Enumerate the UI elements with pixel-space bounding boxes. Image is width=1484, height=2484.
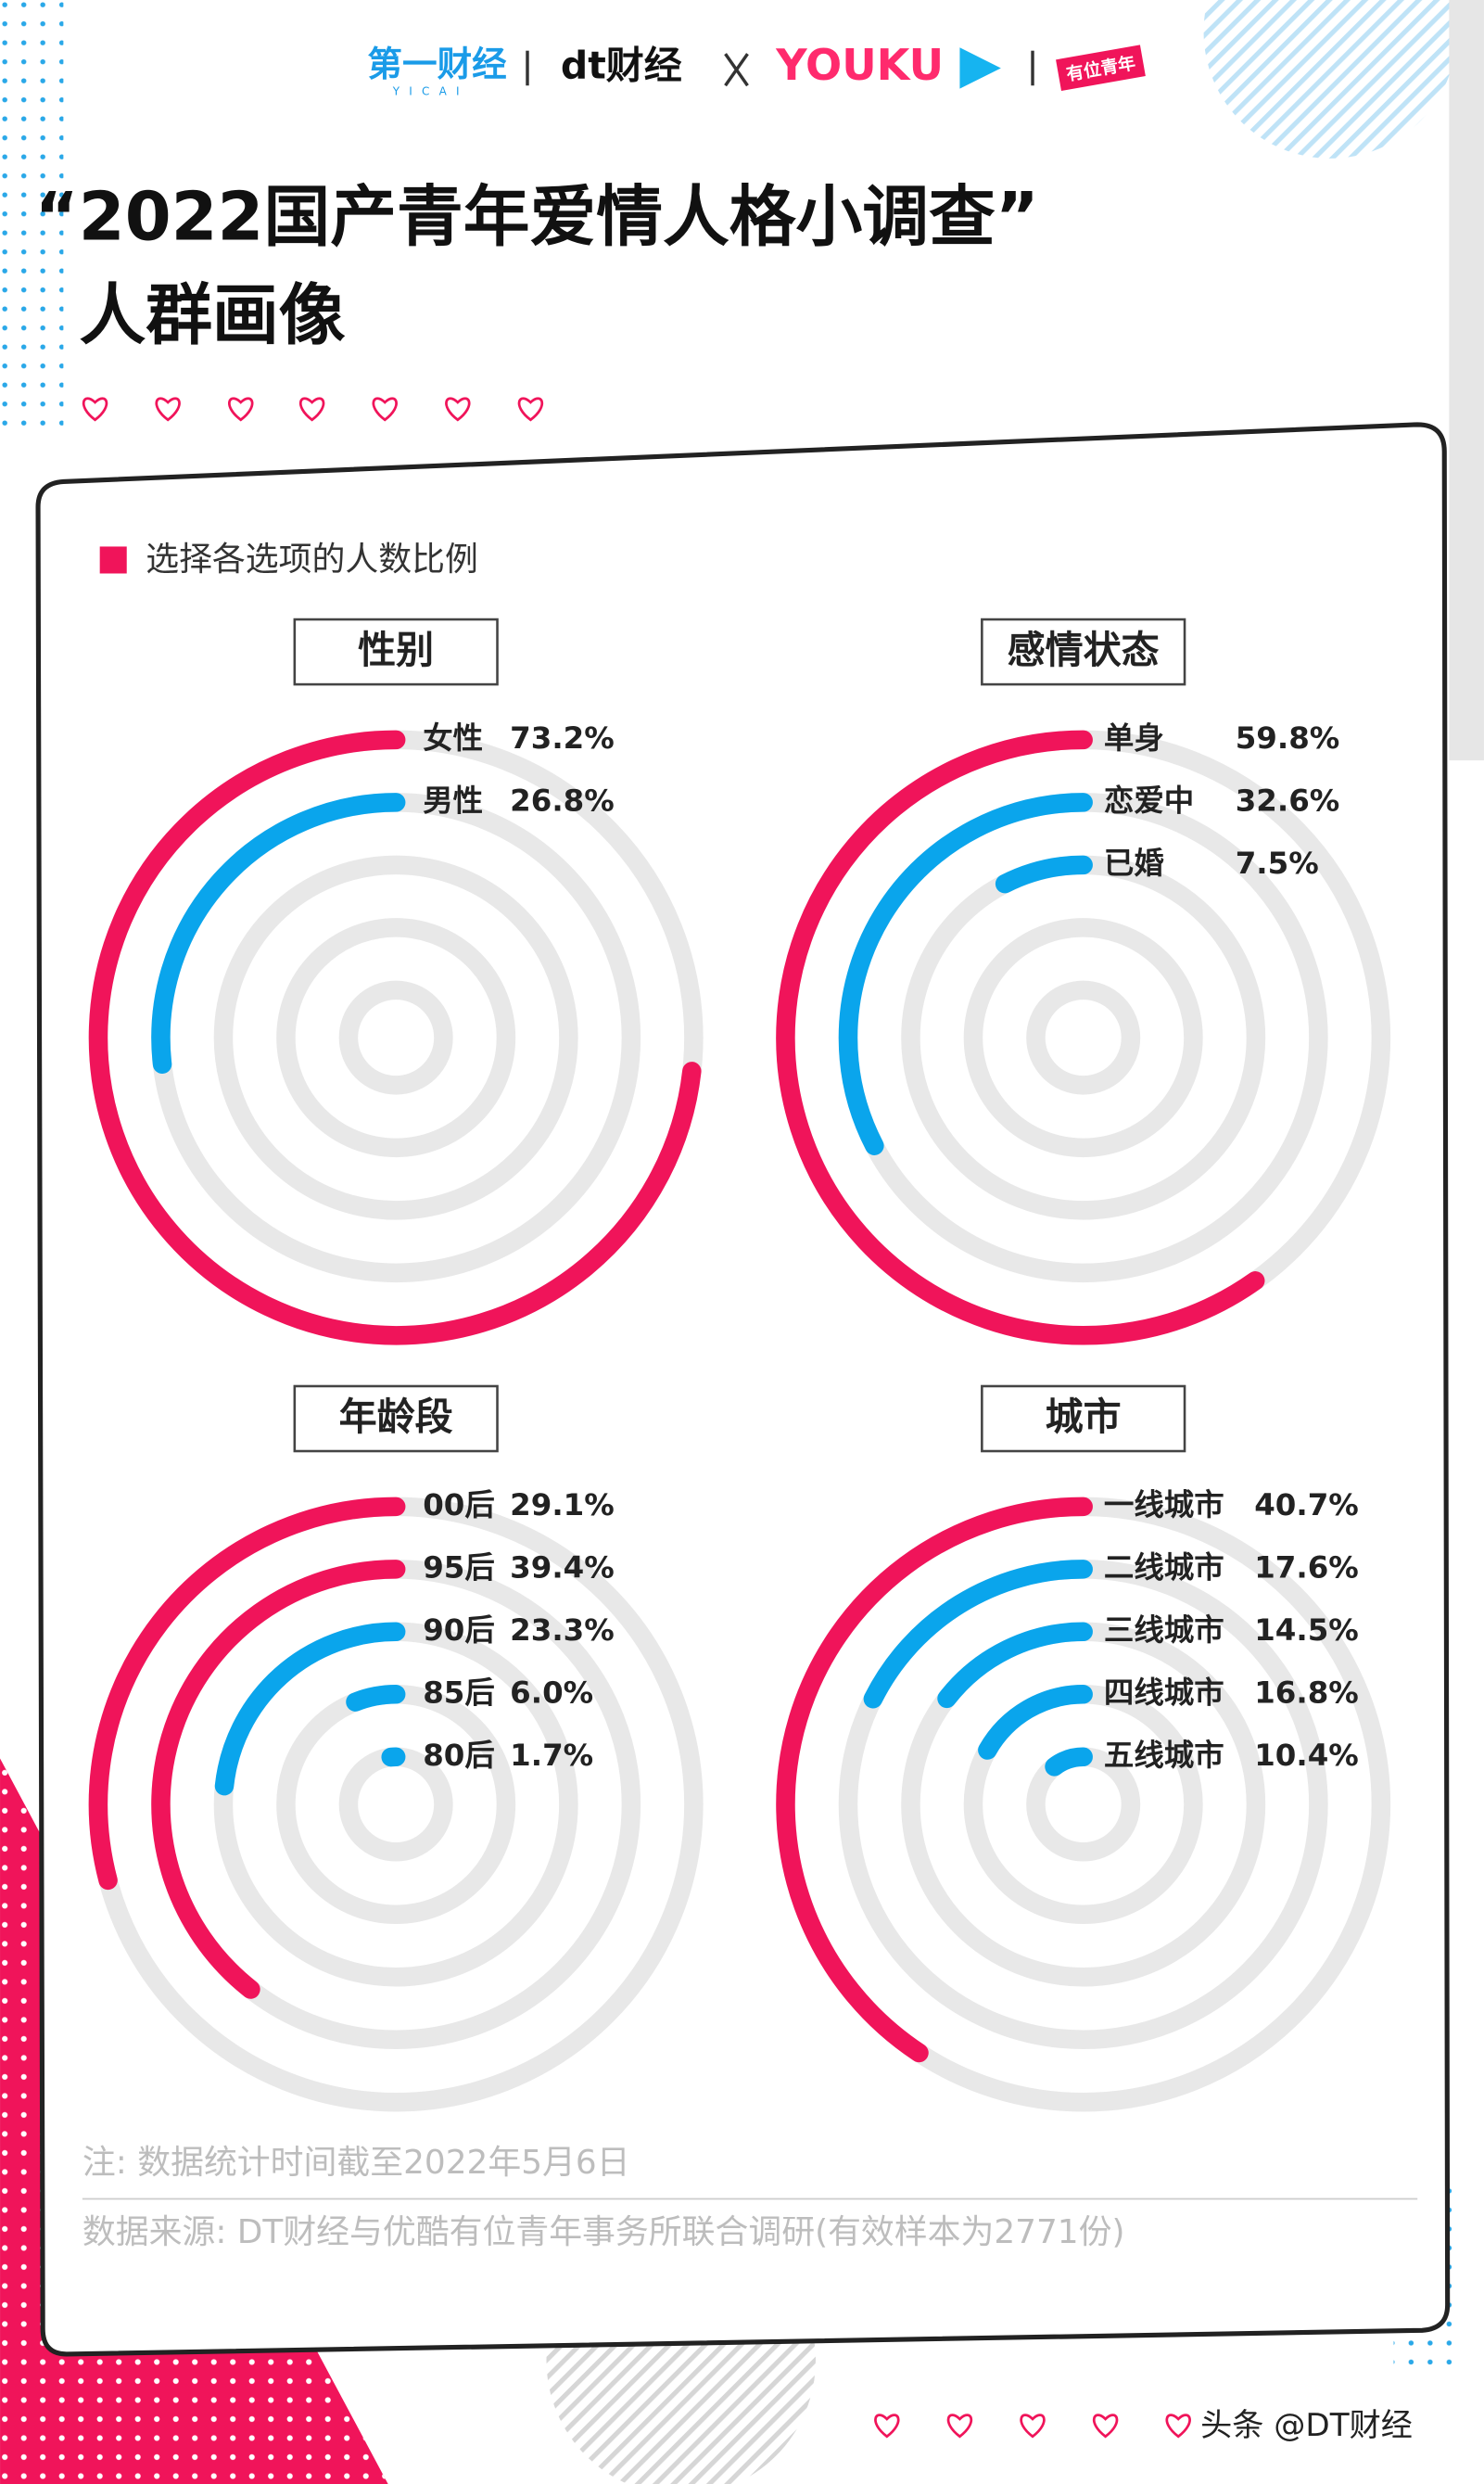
value-label: 10.4% [1254,1738,1359,1773]
note: 注: 数据统计时间截至2022年5月6日 [82,2144,630,2182]
title-line: 人群画像 [79,276,345,354]
play-icon [959,47,1001,89]
chart-title-box [293,618,499,686]
value-label: 1.7% [510,1738,593,1773]
value-label: 6.0% [510,1675,593,1710]
value-label: 17.6% [1254,1549,1359,1585]
category-label: 女性 [423,720,483,756]
arc-bar [937,1622,1093,1709]
category-label: 85后 [423,1675,495,1710]
value-label: 14.5% [1254,1612,1359,1648]
title-line: “2022国产青年爱情人格小调查” [35,178,1039,256]
chart-title: 性别 [358,628,434,672]
category-label: 00后 [423,1487,495,1522]
value-label: 39.4% [510,1549,615,1585]
legend-swatch [99,546,127,574]
ring-track [338,980,453,1095]
chart-title: 感情状态 [1008,628,1160,672]
arc-bar [151,1560,406,1999]
category-label: 三线城市 [1104,1612,1224,1648]
value-label: 59.8% [1236,720,1340,756]
note: 数据来源: DT财经与优酷有位青年事务所联合调研(有效样本为2771份) [82,2213,1125,2251]
chart-title-box [981,618,1186,686]
tag [1056,45,1146,92]
arc-bar [151,793,406,1074]
stripe-circle [1203,0,1457,159]
ring-track [963,918,1203,1158]
category-label: 90后 [423,1612,495,1648]
value-label: 40.7% [1254,1487,1359,1522]
chart-title-box [293,1384,499,1453]
value-label: 23.3% [510,1612,615,1648]
ring-track [213,855,578,1220]
value-label: 26.8% [510,783,615,818]
value-label: 32.6% [1236,783,1340,818]
chart-title: 年龄段 [339,1395,453,1439]
logo-yicai: 第一财经 [367,44,507,84]
logo-youku: YOUKU [775,40,944,90]
value-label: 73.2% [510,720,615,756]
category-label: 四线城市 [1104,1675,1224,1710]
logo-yicai-en: YICAI [392,85,469,98]
value-label: 7.5% [1236,846,1319,881]
side-stripe [1449,0,1484,761]
arc-bar [995,855,1093,894]
value-label: 29.1% [510,1487,615,1522]
arc-bar [214,1622,406,1796]
arc-bar [346,1685,406,1712]
category-label: 80后 [423,1738,495,1773]
arc-bar [88,1497,406,1891]
watermark: 头条 @DT财经 [1200,2407,1413,2444]
arc-bar [776,730,1265,1345]
arc-bar [776,1497,1093,2063]
category-label: 男性 [423,783,483,818]
card [35,422,1451,2357]
category-label: 二线城市 [1104,1549,1224,1585]
logo-dt: dt财经 [561,43,682,87]
ring-track [276,918,516,1158]
category-label: 一线城市 [1104,1487,1224,1522]
arc-bar [863,1560,1093,1709]
category-label: 已婚 [1104,846,1164,881]
arc-bar [88,730,702,1345]
chart-title: 城市 [1046,1395,1122,1439]
category-label: 恋爱中 [1104,783,1194,818]
chart-title-box [981,1384,1186,1453]
legend-label: 选择各选项的人数比例 [146,541,478,579]
arc-bar [1045,1747,1093,1777]
cross [724,53,749,87]
arc-bar [838,793,1093,1155]
category-label: 五线城市 [1104,1738,1224,1773]
dot-pattern [0,0,64,428]
ring-track [1026,980,1141,1095]
value-label: 16.8% [1254,1675,1359,1710]
category-label: 95后 [423,1549,495,1585]
arc-bar [978,1685,1093,1760]
category-label: 单身 [1104,720,1164,756]
